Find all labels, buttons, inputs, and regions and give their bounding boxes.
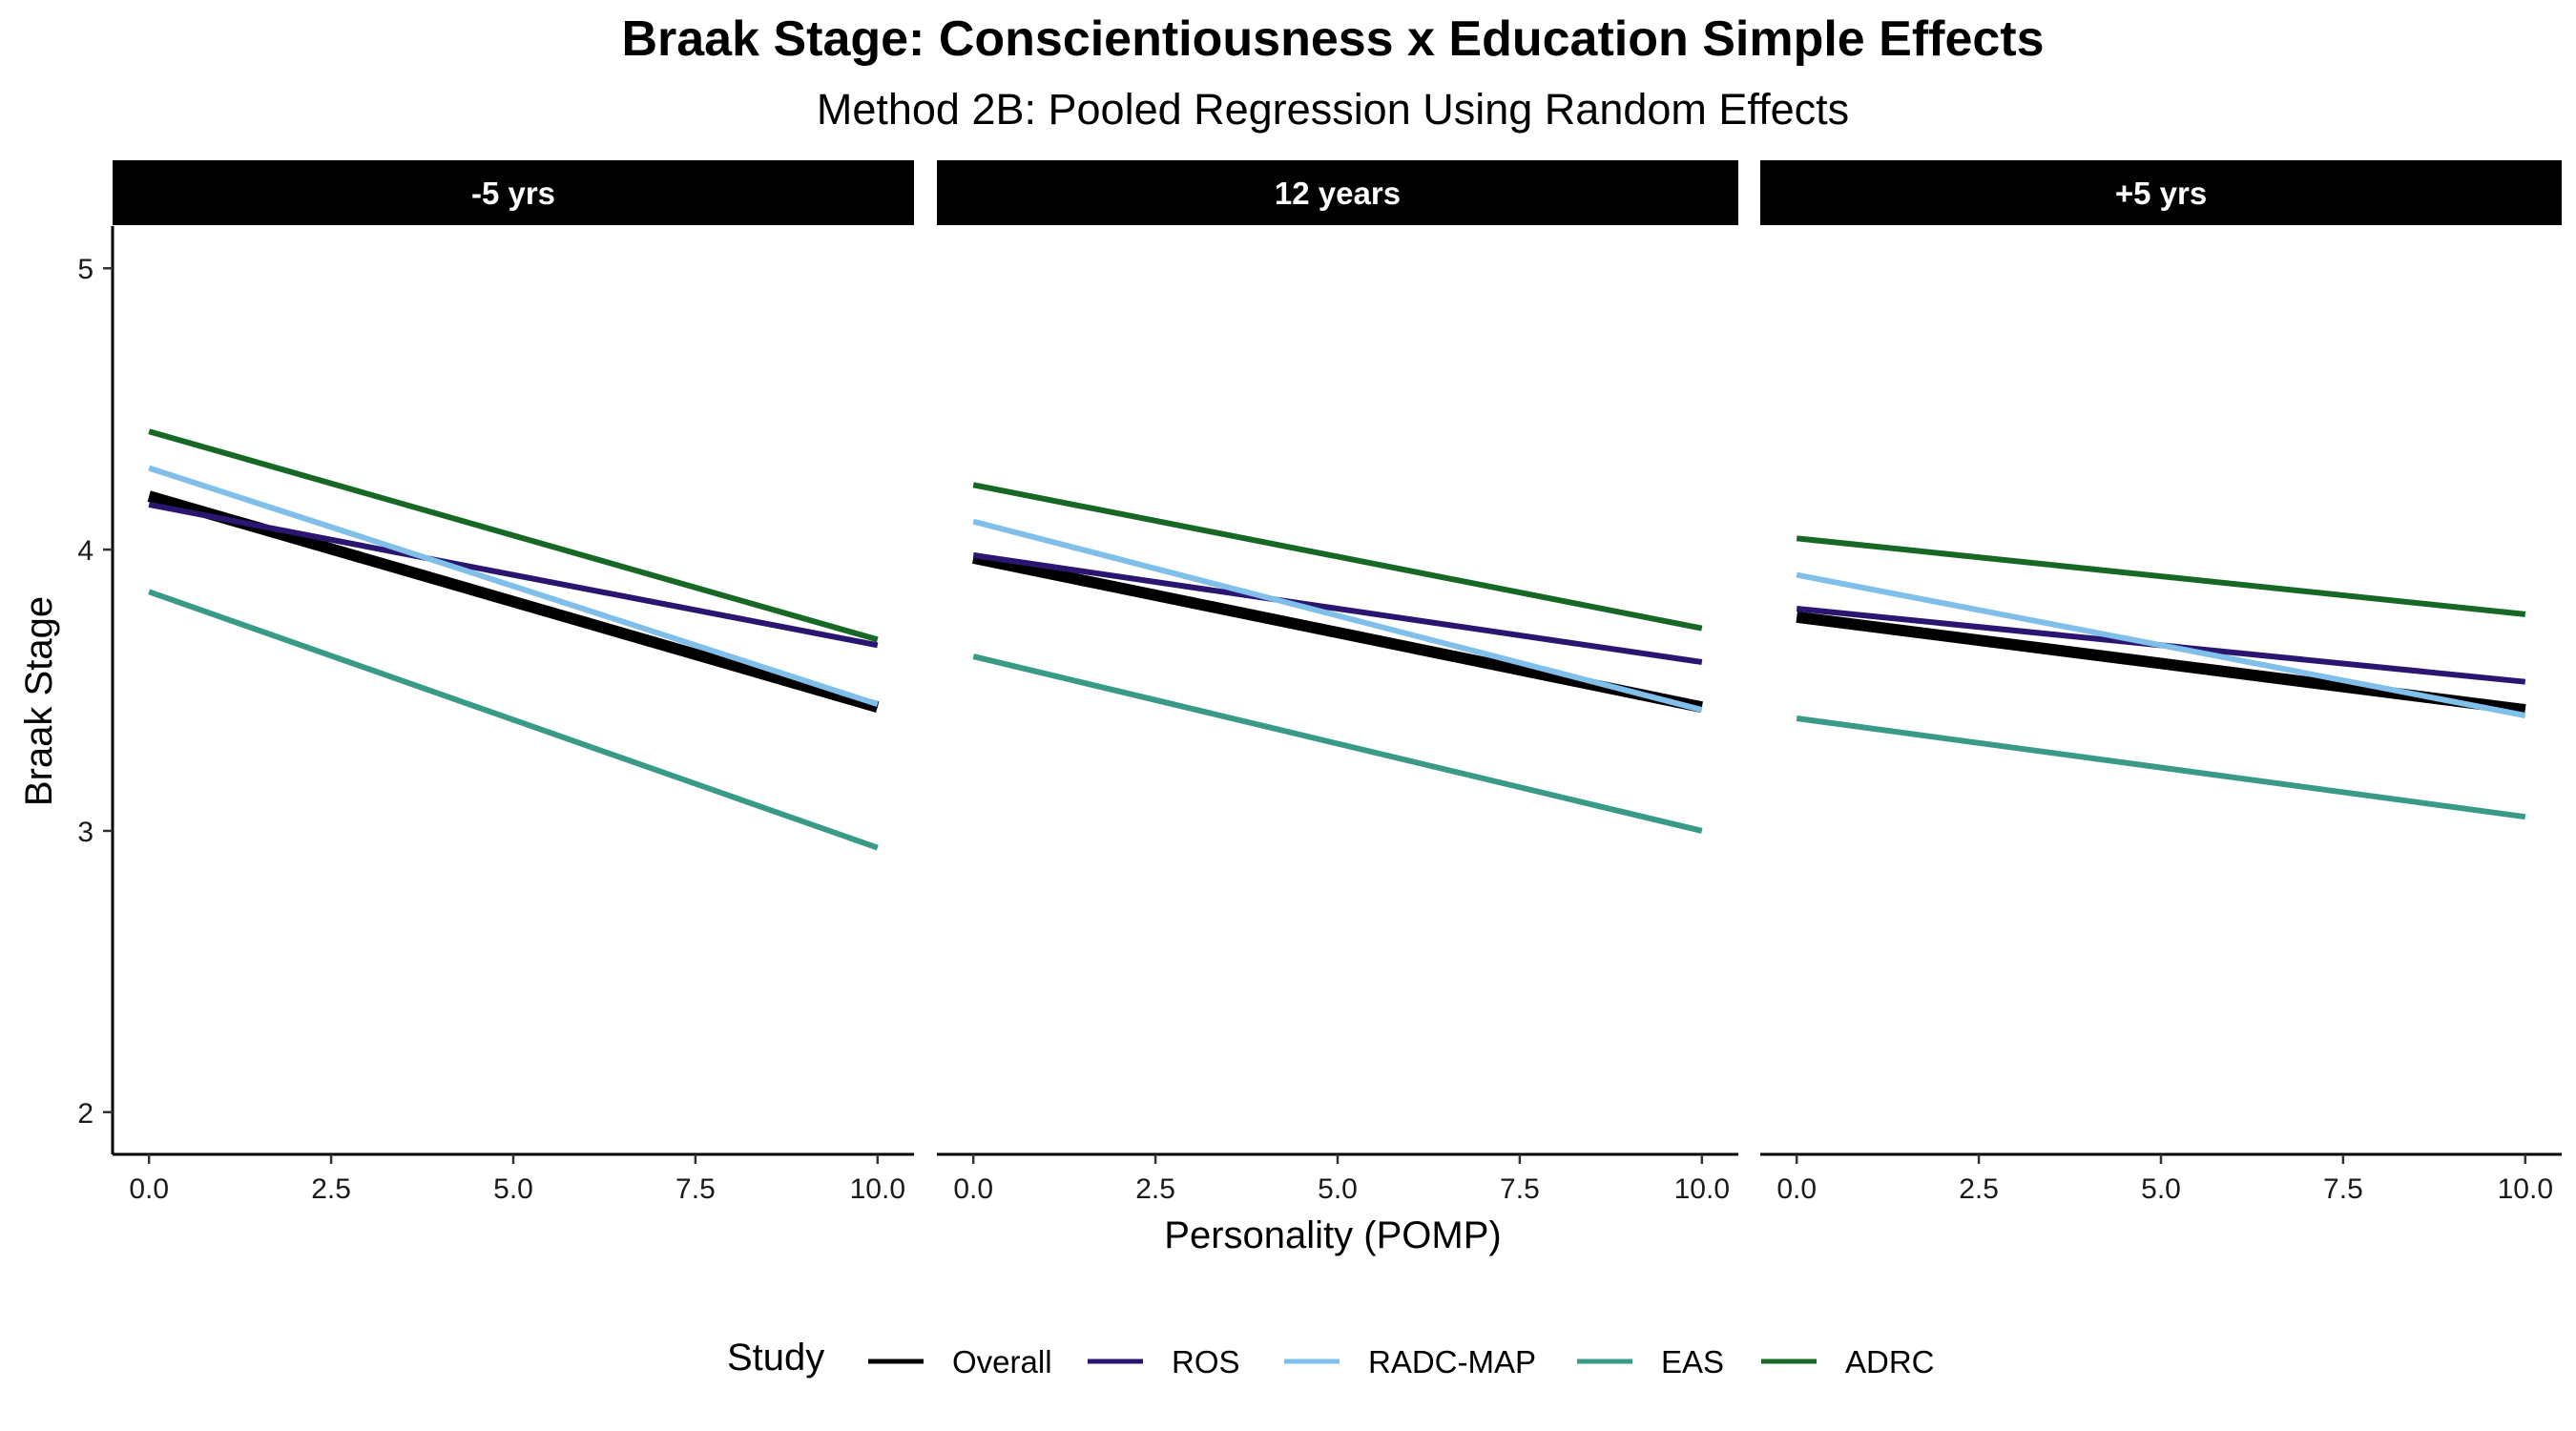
legend-item-eas: EAS xyxy=(1577,1344,1724,1379)
legend-item-ros: ROS xyxy=(1088,1344,1240,1379)
legend-label: ROS xyxy=(1172,1344,1240,1379)
legend-title: Study xyxy=(727,1337,824,1379)
x-tick-label: 0.0 xyxy=(1776,1173,1817,1205)
series-line-radc-map xyxy=(1796,571,2526,718)
series-line-radc-map xyxy=(972,518,1703,714)
facet-strip xyxy=(1760,160,2562,225)
x-tick-label: 5.0 xyxy=(493,1173,533,1205)
legend-label: ADRC xyxy=(1845,1344,1935,1379)
x-tick-label: 0.0 xyxy=(953,1173,993,1205)
x-tick-label: 2.5 xyxy=(311,1173,351,1205)
x-tick-label: 7.5 xyxy=(2323,1173,2363,1205)
series-line-adrc xyxy=(972,482,1703,632)
series-line-ros xyxy=(148,501,879,649)
legend: Study Overall ROS RADC-MAP EAS ADRC xyxy=(727,1337,1935,1379)
x-tick-label: 7.5 xyxy=(675,1173,716,1205)
x-tick-label: 5.0 xyxy=(1318,1173,1358,1205)
legend-item-adrc: ADRC xyxy=(1761,1344,1935,1379)
x-tick-label: 0.0 xyxy=(129,1173,169,1205)
y-tick-label: 3 xyxy=(77,817,93,848)
y-tick-label: 5 xyxy=(77,254,93,285)
legend-item-radc-map: RADC-MAP xyxy=(1284,1344,1536,1379)
legend-item-overall: Overall xyxy=(868,1344,1052,1379)
x-axis-title: Personality (POMP) xyxy=(1164,1214,1501,1256)
series-line-eas xyxy=(1796,716,2526,820)
panel-1: -5 yrs 2 3 4 5 0.0 2.5 5.0 7.5 10.0 xyxy=(77,160,914,1205)
facet-strip-label: -5 yrs xyxy=(471,176,555,211)
series-line-eas xyxy=(972,653,1703,834)
x-tick-label: 10.0 xyxy=(2498,1173,2553,1205)
series-line-ros xyxy=(972,552,1703,665)
facet-strip xyxy=(113,160,914,225)
facet-strip xyxy=(937,160,1738,225)
facet-strip-label: +5 yrs xyxy=(2115,176,2207,211)
x-tick-label: 7.5 xyxy=(1500,1173,1540,1205)
facet-strip-label: 12 years xyxy=(1275,176,1401,211)
x-tick-label: 10.0 xyxy=(1674,1173,1730,1205)
series-line-adrc xyxy=(1796,535,2526,617)
panel-3: +5 yrs 0.0 2.5 5.0 7.5 10.0 xyxy=(1760,160,2562,1205)
y-tick-label: 4 xyxy=(77,535,93,567)
x-tick-label: 5.0 xyxy=(2141,1173,2181,1205)
x-tick-label: 2.5 xyxy=(1959,1173,1999,1205)
y-tick-label: 2 xyxy=(77,1098,93,1130)
panel-2: 12 years 0.0 2.5 5.0 7.5 10.0 xyxy=(937,160,1738,1205)
series-line-overall xyxy=(147,490,880,713)
legend-label: EAS xyxy=(1661,1344,1724,1379)
x-tick-label: 2.5 xyxy=(1135,1173,1175,1205)
chart-subtitle: Method 2B: Pooled Regression Using Rando… xyxy=(817,85,1849,134)
series-line-radc-map xyxy=(148,465,879,708)
chart-title: Braak Stage: Conscientiousness x Educati… xyxy=(621,11,2044,67)
legend-label: RADC-MAP xyxy=(1368,1344,1536,1379)
y-axis-title: Braak Stage xyxy=(18,596,60,806)
legend-label: Overall xyxy=(952,1344,1052,1379)
panels-group: -5 yrs 2 3 4 5 0.0 2.5 5.0 7.5 10.0 12 years 0.0 2.5… xyxy=(77,160,2562,1205)
x-tick-label: 10.0 xyxy=(850,1173,905,1205)
series-line-eas xyxy=(148,589,879,851)
series-line-overall xyxy=(971,552,1704,714)
series-line-adrc xyxy=(148,428,879,643)
